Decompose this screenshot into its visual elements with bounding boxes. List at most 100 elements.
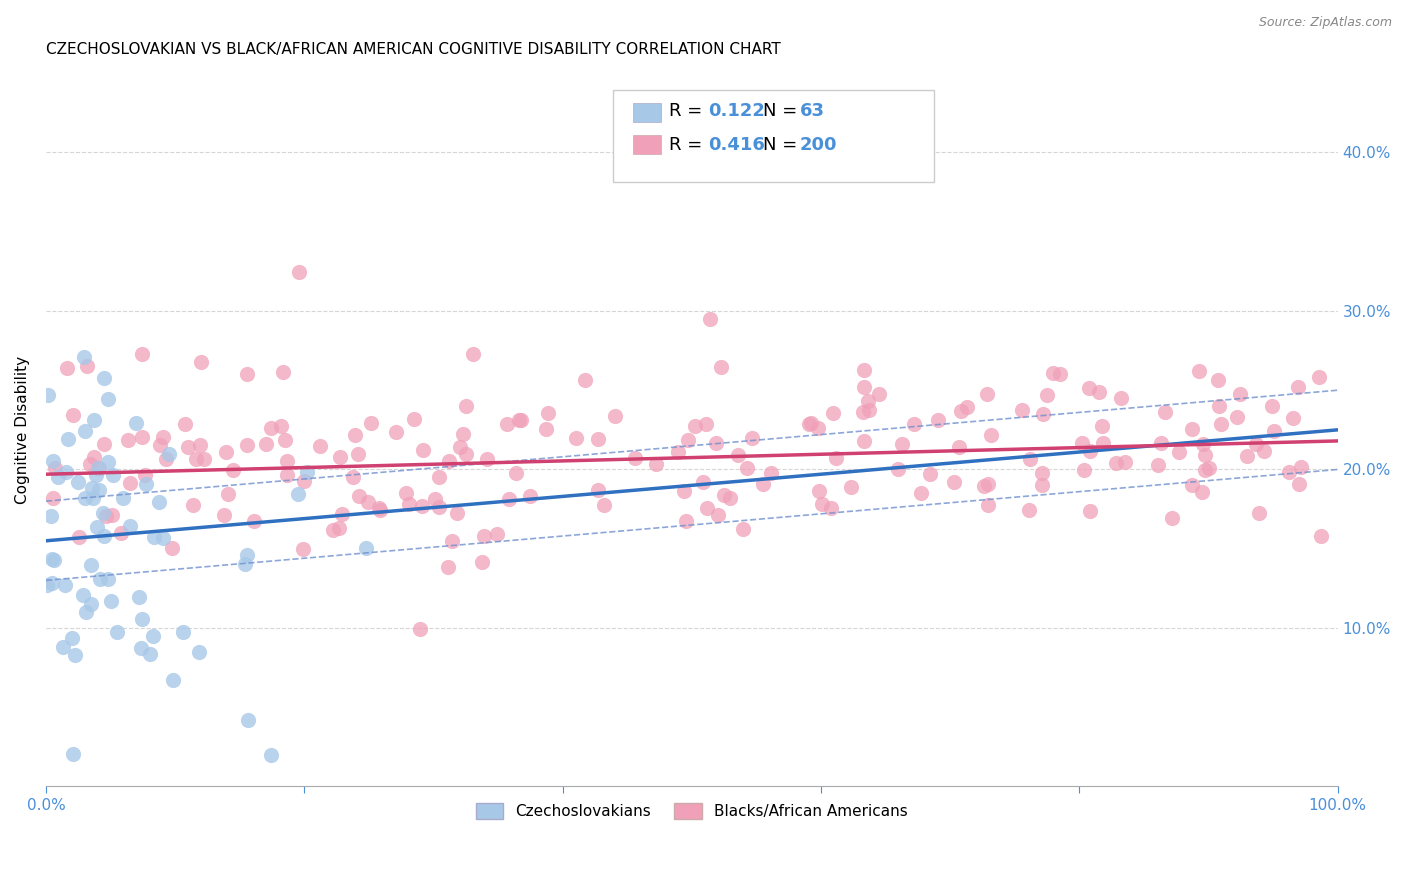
Point (94, 509, 117, 524)
Point (731, 522, 754, 536)
Point (44, 461, 66, 475)
Point (1288, 476, 1310, 491)
Point (236, 549, 259, 563)
Point (75, 424, 97, 438)
Point (91, 506, 114, 520)
Point (696, 501, 718, 516)
Point (89, 572, 111, 586)
Point (853, 380, 876, 394)
Point (222, 463, 245, 477)
Point (1071, 436, 1094, 450)
Point (270, 419, 292, 434)
Point (236, 714, 259, 728)
Point (131, 641, 153, 656)
Point (1229, 387, 1251, 401)
Point (1049, 368, 1071, 382)
Point (519, 489, 541, 503)
Point (67, 530, 90, 544)
Point (412, 443, 434, 458)
Point (678, 433, 700, 447)
Point (409, 622, 432, 636)
Point (565, 431, 588, 445)
Point (86, 467, 108, 482)
Point (1236, 449, 1258, 463)
Point (385, 425, 408, 439)
Point (73, 350, 96, 364)
Point (1289, 459, 1312, 474)
Point (718, 491, 741, 506)
Point (160, 541, 183, 555)
Point (134, 467, 156, 482)
Point (1078, 444, 1101, 458)
Point (80, 481, 103, 495)
Point (152, 531, 174, 545)
Point (56, 360, 79, 375)
Point (692, 475, 714, 489)
Point (79, 458, 101, 472)
Point (72, 588, 94, 602)
Point (1090, 419, 1112, 434)
Point (55, 466, 77, 480)
Point (948, 441, 970, 455)
Point (328, 521, 350, 535)
Point (287, 487, 309, 501)
Point (645, 458, 668, 472)
Point (973, 479, 995, 493)
Point (1209, 417, 1232, 432)
Point (910, 486, 932, 500)
Point (117, 433, 139, 447)
Point (56, 432, 79, 446)
Point (449, 440, 471, 454)
Point (1198, 461, 1220, 475)
Point (360, 416, 382, 430)
Text: N =: N = (763, 103, 803, 120)
Point (918, 467, 941, 481)
Point (976, 387, 998, 401)
Point (62, 747, 84, 761)
Point (1181, 422, 1204, 436)
Text: 63: 63 (800, 103, 825, 120)
Point (1226, 410, 1249, 425)
Point (97, 392, 120, 407)
Point (1168, 445, 1191, 459)
Point (1114, 455, 1136, 469)
Point (212, 508, 235, 523)
Point (125, 416, 148, 430)
Point (236, 368, 259, 382)
Point (395, 486, 418, 500)
Point (1194, 463, 1216, 477)
Point (440, 533, 463, 548)
Point (446, 507, 468, 521)
Text: 0.122: 0.122 (709, 103, 765, 120)
Point (398, 497, 420, 511)
Point (1263, 424, 1285, 438)
Point (1088, 384, 1111, 399)
Point (586, 483, 609, 498)
Y-axis label: Cognitive Disability: Cognitive Disability (15, 356, 30, 504)
Point (825, 450, 848, 465)
Point (868, 387, 890, 401)
Point (807, 421, 830, 435)
Point (83, 413, 105, 427)
Point (93, 529, 115, 543)
Point (174, 417, 197, 431)
Point (811, 497, 834, 511)
Point (1206, 373, 1229, 387)
Point (593, 498, 616, 512)
Point (1078, 503, 1101, 517)
Point (486, 527, 509, 541)
Point (243, 514, 266, 528)
Point (508, 413, 530, 427)
Point (291, 542, 314, 557)
Point (574, 373, 596, 387)
Point (39, 508, 62, 523)
Point (41, 454, 63, 468)
Point (322, 523, 344, 537)
Point (1278, 465, 1301, 479)
Point (852, 434, 875, 449)
Point (498, 492, 520, 507)
Point (683, 418, 706, 433)
Point (759, 466, 782, 480)
Point (138, 647, 160, 661)
Point (1109, 391, 1132, 405)
